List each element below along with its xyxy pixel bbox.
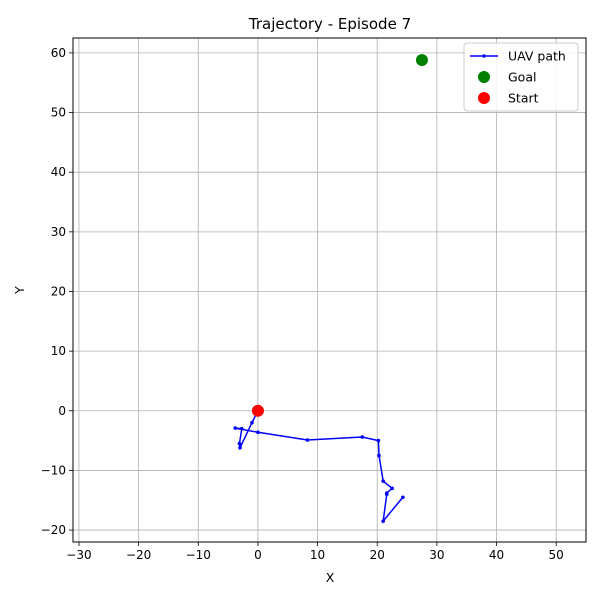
x-tick-label: 0: [254, 548, 262, 562]
y-tick-label: 60: [51, 46, 66, 60]
x-tick-label: 20: [370, 548, 385, 562]
y-tick-label: 20: [51, 284, 66, 298]
x-tick-label: 30: [429, 548, 444, 562]
legend-label: Goal: [508, 70, 536, 85]
x-tick-label: −30: [66, 548, 91, 562]
uav-path-point: [237, 441, 242, 446]
x-tick-label: 10: [310, 548, 325, 562]
y-tick-label: 0: [58, 404, 66, 418]
uav-path-point: [240, 426, 244, 431]
legend-swatch-goal: [478, 71, 490, 83]
uav-path-point: [305, 438, 310, 442]
uav-path-point: [381, 479, 385, 483]
x-tick-label: 50: [549, 548, 564, 562]
uav-path-point: [377, 453, 381, 458]
y-tick-label: 50: [51, 106, 66, 120]
uav-path-point: [256, 430, 260, 435]
uav-path-line: [235, 410, 404, 524]
legend: UAV path Goal Start: [463, 42, 579, 112]
plot-frame: [72, 37, 587, 543]
y-axis-label: Y: [12, 286, 27, 295]
legend-label: UAV path: [508, 49, 566, 64]
x-tick-label: −20: [126, 548, 151, 562]
legend-label: Start: [508, 91, 539, 106]
grid: [73, 38, 586, 542]
legend-box: [463, 42, 579, 112]
uav-path-point: [384, 492, 389, 497]
x-tick-label: 40: [489, 548, 504, 562]
uav-path-point: [233, 426, 238, 430]
uav-path-point: [250, 420, 254, 425]
uav-path-point: [360, 435, 365, 439]
x-tick-label: −10: [186, 548, 211, 562]
goal-marker: [415, 54, 428, 67]
legend-swatch-start: [478, 92, 490, 104]
y-tick-label: −20: [41, 523, 66, 537]
x-axis-label: X: [326, 570, 335, 585]
y-tick-label: −10: [41, 463, 66, 477]
legend-swatch-uav-point: [482, 54, 486, 58]
chart-title: Trajectory - Episode 7: [248, 15, 411, 33]
uav-path-point: [376, 438, 381, 443]
uav-path-point: [401, 495, 405, 500]
y-tick-label: 10: [51, 344, 66, 358]
uav-path-point: [381, 519, 385, 523]
start-marker: [251, 404, 264, 417]
uav-path-point: [238, 445, 242, 450]
uav-path-point: [390, 486, 394, 491]
y-tick-label: 30: [51, 225, 66, 239]
series-layer: [233, 54, 428, 524]
y-tick-label: 40: [51, 165, 66, 179]
